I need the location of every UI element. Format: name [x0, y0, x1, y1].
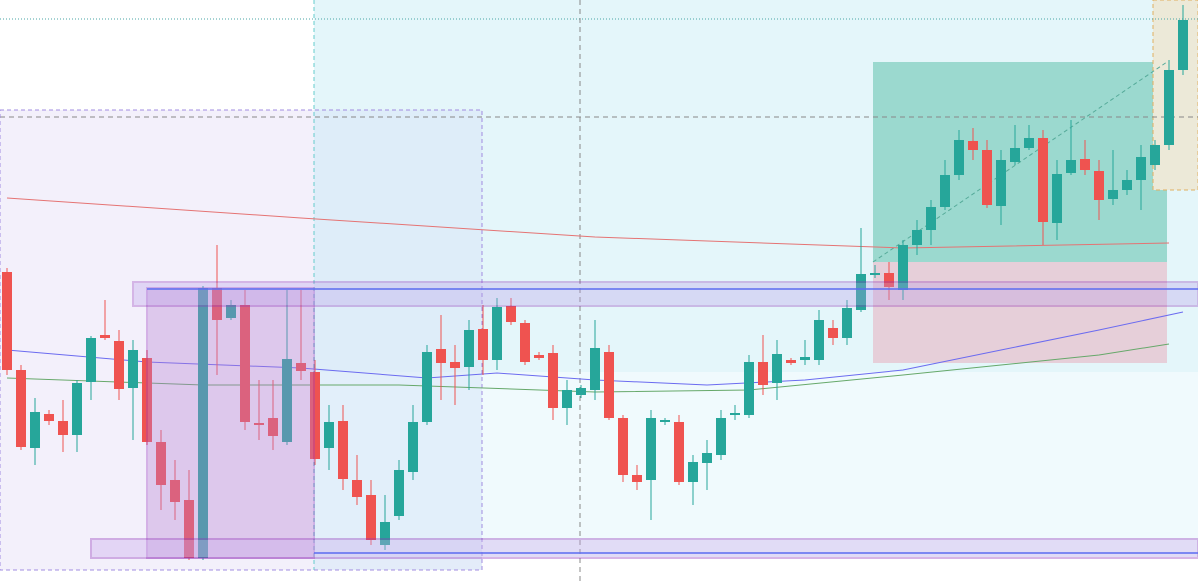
candle-body: [436, 349, 446, 363]
candle-body: [870, 273, 880, 275]
candle-body: [2, 272, 12, 370]
candle-body: [940, 175, 950, 207]
zone: [90, 538, 1198, 559]
candle-body: [534, 355, 544, 358]
candle-body: [366, 495, 376, 540]
moving-average: [6, 197, 1170, 249]
candle-body: [674, 422, 684, 482]
candle-body: [1080, 159, 1090, 170]
candle-body: [268, 418, 278, 436]
candle-body: [422, 352, 432, 422]
candle-body: [548, 353, 558, 408]
candle-body: [1122, 180, 1132, 190]
candle-body: [1178, 20, 1188, 70]
candle-body: [100, 335, 110, 338]
candle-body: [44, 414, 54, 421]
candle-body: [464, 330, 474, 367]
overlay-drawings: [90, 281, 1198, 559]
candle-body: [506, 306, 516, 322]
candle-body: [926, 207, 936, 230]
candle-body: [814, 320, 824, 360]
candle-body: [744, 362, 754, 415]
candle-body: [604, 352, 614, 418]
candle-body: [492, 307, 502, 360]
candle-body: [1094, 171, 1104, 200]
candle-body: [198, 288, 208, 558]
candle-body: [16, 370, 26, 447]
candle-body: [380, 522, 390, 545]
candle-body: [156, 442, 166, 485]
candle-body: [968, 141, 978, 150]
candle-body: [688, 462, 698, 482]
candle-body: [394, 470, 404, 516]
candle-body: [142, 358, 152, 442]
candle-body: [730, 413, 740, 415]
candle-body: [296, 363, 306, 371]
candle-body: [884, 273, 894, 287]
candle-body: [576, 388, 586, 395]
candle-body: [324, 422, 334, 448]
candle-body: [170, 480, 180, 502]
candle-body: [1164, 70, 1174, 145]
candle-body: [1066, 160, 1076, 173]
candle-body: [660, 420, 670, 422]
candle-body: [1010, 148, 1020, 162]
candle-body: [226, 305, 236, 318]
candle-body: [842, 308, 852, 338]
candle-body: [632, 475, 642, 482]
candle-body: [310, 372, 320, 459]
candle-body: [856, 274, 866, 310]
zone: [146, 287, 315, 559]
candle-body: [562, 390, 572, 408]
candle-body: [1038, 138, 1048, 222]
candle-body: [408, 422, 418, 472]
candle-body: [1052, 174, 1062, 223]
candle-body: [1136, 157, 1146, 180]
series: [2, 5, 1188, 560]
candle-body: [982, 150, 992, 205]
candle-body: [898, 245, 908, 290]
zone-border: [0, 109, 483, 571]
candle-body: [128, 350, 138, 388]
candle-body: [786, 360, 796, 363]
candle-body: [58, 421, 68, 435]
candle-body: [240, 305, 250, 422]
candle-body: [828, 328, 838, 338]
candle-body: [520, 323, 530, 362]
candle-body: [996, 160, 1006, 206]
zone: [132, 281, 1198, 307]
candle-body: [450, 362, 460, 368]
candle-body: [212, 288, 222, 320]
candle-body: [1024, 138, 1034, 148]
candle-body: [590, 348, 600, 390]
candle-body: [352, 480, 362, 497]
candle-body: [800, 357, 810, 360]
candle-body: [30, 412, 40, 448]
candle-body: [702, 453, 712, 463]
candle-body: [912, 230, 922, 245]
candle-body: [478, 329, 488, 360]
candle-body: [1150, 145, 1160, 165]
candle-body: [618, 418, 628, 475]
candle-body: [184, 500, 194, 558]
candle-body: [716, 418, 726, 455]
candle-body: [954, 140, 964, 175]
candle-body: [646, 418, 656, 480]
candle-body: [338, 421, 348, 479]
candle-body: [772, 354, 782, 383]
candle-body: [86, 338, 96, 382]
stop-zone: [873, 262, 1167, 363]
candle-body: [72, 383, 82, 435]
zone: [1152, 0, 1198, 191]
candle-body: [114, 341, 124, 389]
candle-body: [254, 423, 264, 425]
moving-average: [6, 311, 1184, 386]
candle-body: [282, 359, 292, 442]
candle-body: [1108, 190, 1118, 199]
candle-body: [758, 362, 768, 385]
